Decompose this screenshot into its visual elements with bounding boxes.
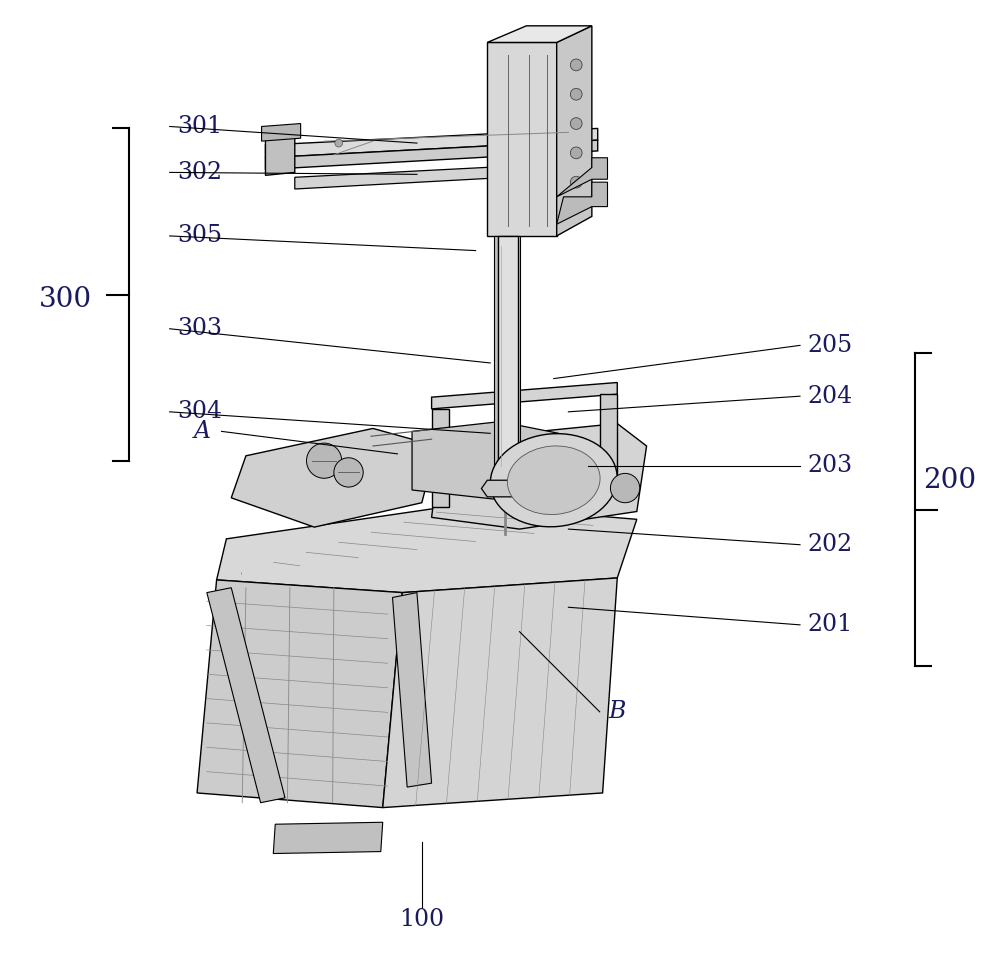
Polygon shape [217,505,637,593]
Text: 300: 300 [39,286,92,313]
Text: 202: 202 [808,533,853,557]
Polygon shape [487,25,592,42]
Circle shape [334,458,363,487]
Text: 100: 100 [399,908,444,931]
Polygon shape [557,182,607,224]
Text: 302: 302 [178,161,223,184]
Polygon shape [600,394,617,490]
Text: 303: 303 [178,318,223,340]
Polygon shape [494,236,498,485]
Circle shape [335,139,343,147]
Polygon shape [273,822,383,854]
Polygon shape [487,42,557,236]
Polygon shape [412,421,559,500]
Polygon shape [432,423,647,529]
Circle shape [570,147,582,159]
Text: 204: 204 [808,385,853,408]
Circle shape [570,88,582,100]
Text: 200: 200 [923,466,976,494]
Polygon shape [207,588,285,803]
Polygon shape [432,382,617,409]
Polygon shape [265,128,598,158]
Circle shape [610,473,640,503]
Text: 201: 201 [808,613,853,636]
Text: 304: 304 [178,400,223,423]
Text: B: B [609,701,626,723]
Circle shape [570,118,582,129]
Polygon shape [383,578,617,808]
Polygon shape [295,162,598,189]
Polygon shape [557,158,607,197]
Text: 301: 301 [178,115,223,138]
Polygon shape [262,123,301,141]
Text: A: A [193,419,210,443]
Polygon shape [481,480,532,497]
Polygon shape [432,409,449,507]
Polygon shape [518,236,520,485]
Polygon shape [231,428,436,527]
Polygon shape [197,580,402,808]
Polygon shape [393,593,432,787]
Text: 203: 203 [808,454,853,477]
Ellipse shape [490,434,617,527]
Polygon shape [498,236,518,485]
Circle shape [307,443,342,478]
Circle shape [570,59,582,71]
Polygon shape [265,140,598,170]
Text: 205: 205 [808,334,853,357]
Polygon shape [265,130,295,175]
Text: 305: 305 [178,224,223,247]
Polygon shape [557,25,592,236]
Circle shape [570,176,582,188]
Ellipse shape [507,446,600,514]
